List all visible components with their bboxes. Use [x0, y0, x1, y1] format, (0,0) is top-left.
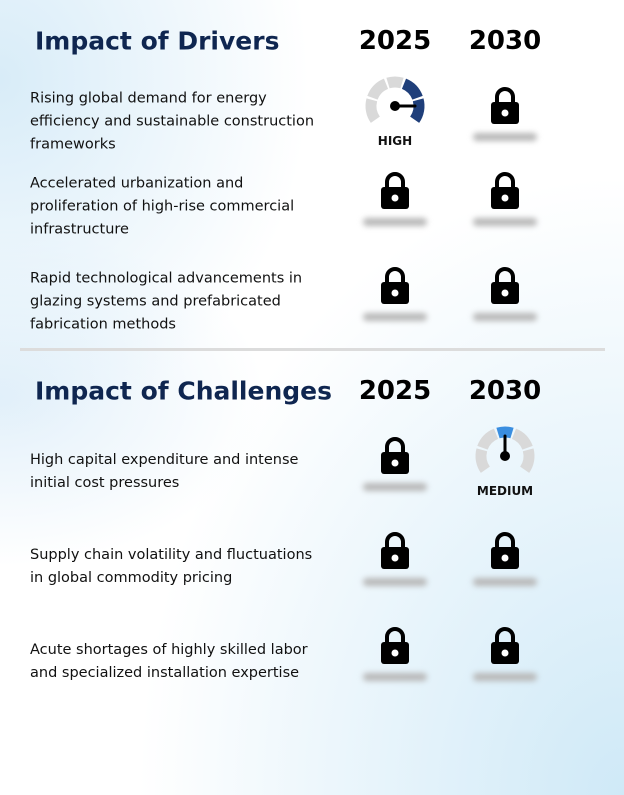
row-text: High capital expenditure and intense ini…: [30, 452, 299, 491]
blurred-rating: [473, 673, 537, 681]
blurred-rating: [363, 313, 427, 321]
row-text: Rising global demand for energy efficien…: [30, 90, 315, 153]
blurred-rating: [363, 218, 427, 226]
gauge-icon: [475, 426, 535, 473]
row-text: Rapid technological advancements in glaz…: [30, 270, 303, 333]
lock-icon: [381, 172, 409, 209]
lock-icon: [491, 172, 519, 209]
lock-icon: [381, 267, 409, 304]
lock-icon: [491, 87, 519, 124]
lock-icon: [491, 267, 519, 304]
lock-icon: [491, 532, 519, 569]
blurred-rating: [473, 133, 537, 141]
row-text: Supply chain volatility and fluctuations…: [30, 547, 313, 586]
blurred-rating: [363, 578, 427, 586]
divider: [20, 348, 605, 351]
gauge-icon: [365, 76, 425, 123]
year-header: 2025: [358, 376, 432, 406]
blurred-rating: [473, 578, 537, 586]
blurred-rating: [363, 483, 427, 491]
blurred-rating: [473, 313, 537, 321]
blurred-rating: [473, 218, 537, 226]
lock-icon: [381, 627, 409, 664]
lock-icon: [491, 627, 519, 664]
year-header: 2030: [468, 26, 542, 56]
lock-icon: [381, 437, 409, 474]
year-header: 2030: [468, 376, 542, 406]
section-title: Impact of Drivers: [35, 26, 280, 56]
blurred-rating: [363, 673, 427, 681]
rating-label: HIGH: [377, 134, 413, 148]
lock-icon: [381, 532, 409, 569]
row-text: Acute shortages of highly skilled labor …: [30, 642, 308, 681]
section-title: Impact of Challenges: [35, 376, 332, 406]
year-header: 2025: [358, 26, 432, 56]
rating-label: MEDIUM: [476, 484, 534, 498]
row-text: Accelerated urbanization and proliferati…: [30, 175, 295, 238]
